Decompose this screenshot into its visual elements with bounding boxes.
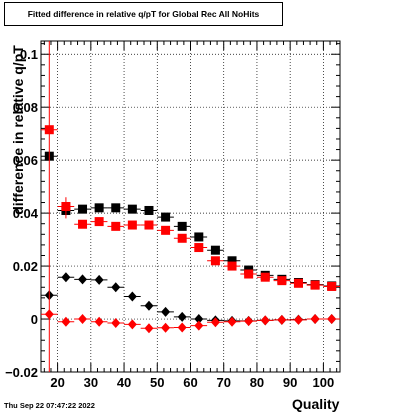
data-point-diamond <box>144 300 154 311</box>
data-point-square <box>210 256 220 266</box>
data-point-diamond <box>227 316 237 327</box>
y-tick-label: −0.02 <box>5 365 38 380</box>
data-point-diamond <box>78 274 88 285</box>
y-axis-label: difference in relative q/pT <box>10 45 26 215</box>
axes: 20 30 40 50 60 70 80 90 100 −0.02 0 0.02 0.04 0.06 0.0… <box>5 41 340 390</box>
data-point-diamond <box>111 282 121 293</box>
x-tick-label: 90 <box>283 375 297 390</box>
data-point-diamond <box>277 314 287 325</box>
x-tick-label: 40 <box>117 375 131 390</box>
data-point-square <box>194 243 204 253</box>
data-point-square <box>144 220 154 230</box>
y-tick-label: 0.06 <box>13 153 38 168</box>
y-tick-label: 0.08 <box>13 100 38 115</box>
data-point-diamond <box>194 320 204 331</box>
x-tick-label: 30 <box>84 375 98 390</box>
x-tick-label: 50 <box>150 375 164 390</box>
data-point-diamond <box>293 314 303 325</box>
data-point-square <box>127 204 137 214</box>
data-point-square <box>161 225 171 235</box>
data-point-square <box>210 245 220 255</box>
chart-title: Fitted difference in relative q/pT for G… <box>27 9 260 19</box>
data-point-diamond <box>260 315 270 326</box>
data-point-square <box>127 220 137 230</box>
data-point-square <box>177 221 187 231</box>
data-point-diamond <box>177 311 187 322</box>
data-point-square <box>310 280 320 290</box>
data-point-diamond <box>61 272 71 283</box>
y-tick-label: 0.04 <box>13 206 39 221</box>
data-point-diamond <box>327 314 337 325</box>
data-point-square <box>277 276 287 286</box>
x-tick-label: 80 <box>250 375 264 390</box>
y-tick-label: 0.02 <box>13 259 38 274</box>
data-point-diamond <box>127 291 137 302</box>
data-point-diamond <box>310 314 320 325</box>
data-point-square <box>144 205 154 215</box>
x-tick-label: 70 <box>216 375 230 390</box>
x-tick-label: 20 <box>50 375 64 390</box>
data-point-diamond <box>94 316 104 327</box>
data-point-square <box>327 281 337 291</box>
data-point-diamond <box>111 318 121 329</box>
data-point-diamond <box>161 322 171 333</box>
x-tick-label: 60 <box>183 375 197 390</box>
data-point-square <box>260 272 270 282</box>
x-tick-label: 100 <box>313 375 335 390</box>
data-point-square <box>177 233 187 243</box>
data-point-square <box>94 203 104 213</box>
data-point-diamond <box>194 314 204 325</box>
data-point-square <box>194 232 204 242</box>
data-point-diamond <box>161 306 171 317</box>
timestamp: Thu Sep 22 07:47:22 2022 <box>4 401 95 410</box>
data-point-diamond <box>78 314 88 325</box>
chart-title-box: Fitted difference in relative q/pT for G… <box>4 2 283 26</box>
data-point-square <box>111 203 121 213</box>
data-point-diamond <box>94 274 104 285</box>
y-tick-label: 0 <box>31 312 38 327</box>
data-point-diamond <box>144 323 154 334</box>
data-point-diamond <box>177 322 187 333</box>
x-axis-label: Quality <box>292 396 340 412</box>
data-point-square <box>227 261 237 271</box>
data-point-square <box>227 256 237 266</box>
y-tick-label: 0.1 <box>20 47 38 62</box>
data-point-square <box>111 221 121 231</box>
data-point-square <box>293 278 303 288</box>
data-point-diamond <box>127 319 137 330</box>
data-point-diamond <box>210 317 220 328</box>
data-point-diamond <box>61 316 71 327</box>
data-marks <box>41 41 340 372</box>
data-point-square <box>78 219 88 229</box>
data-point-square <box>161 212 171 222</box>
data-point-diamond <box>244 316 254 327</box>
data-point-square <box>78 204 88 214</box>
data-point-square <box>244 269 254 279</box>
data-point-square <box>94 217 104 227</box>
